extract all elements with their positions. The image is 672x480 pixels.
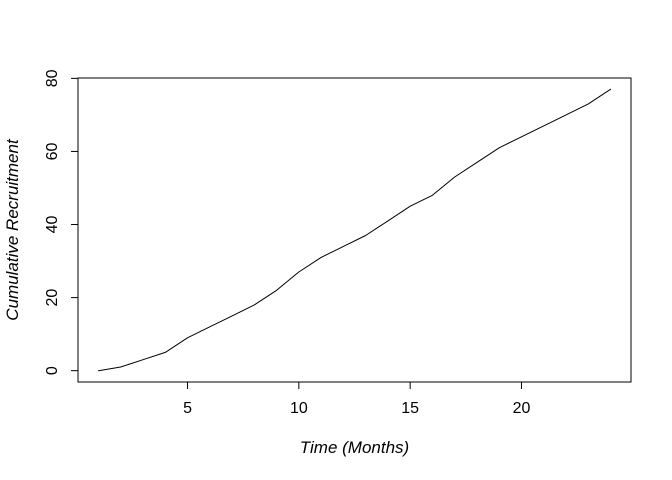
x-axis-title: Time (Months) — [300, 438, 409, 457]
y-axis-tick-label: 40 — [44, 216, 61, 234]
x-axis-tick-label: 20 — [513, 400, 531, 417]
y-axis-tick-label: 60 — [44, 142, 61, 160]
y-axis-ticks: 0 20 40 60 80 — [44, 69, 78, 375]
plot-frame — [77, 77, 632, 383]
x-axis-ticks: 5 10 15 20 — [183, 382, 530, 417]
y-axis-tick-label: 20 — [44, 289, 61, 307]
x-axis-tick-label: 5 — [183, 400, 192, 417]
data-line-cumulative-recruitment — [98, 88, 611, 372]
x-axis-tick-label: 10 — [290, 400, 308, 417]
x-axis-tick-label: 15 — [401, 400, 419, 417]
y-axis-title: Cumulative Recruitment — [3, 138, 22, 321]
y-axis-tick-label: 0 — [44, 366, 61, 375]
data-series — [98, 88, 611, 372]
y-axis-tick-label: 80 — [44, 69, 61, 87]
